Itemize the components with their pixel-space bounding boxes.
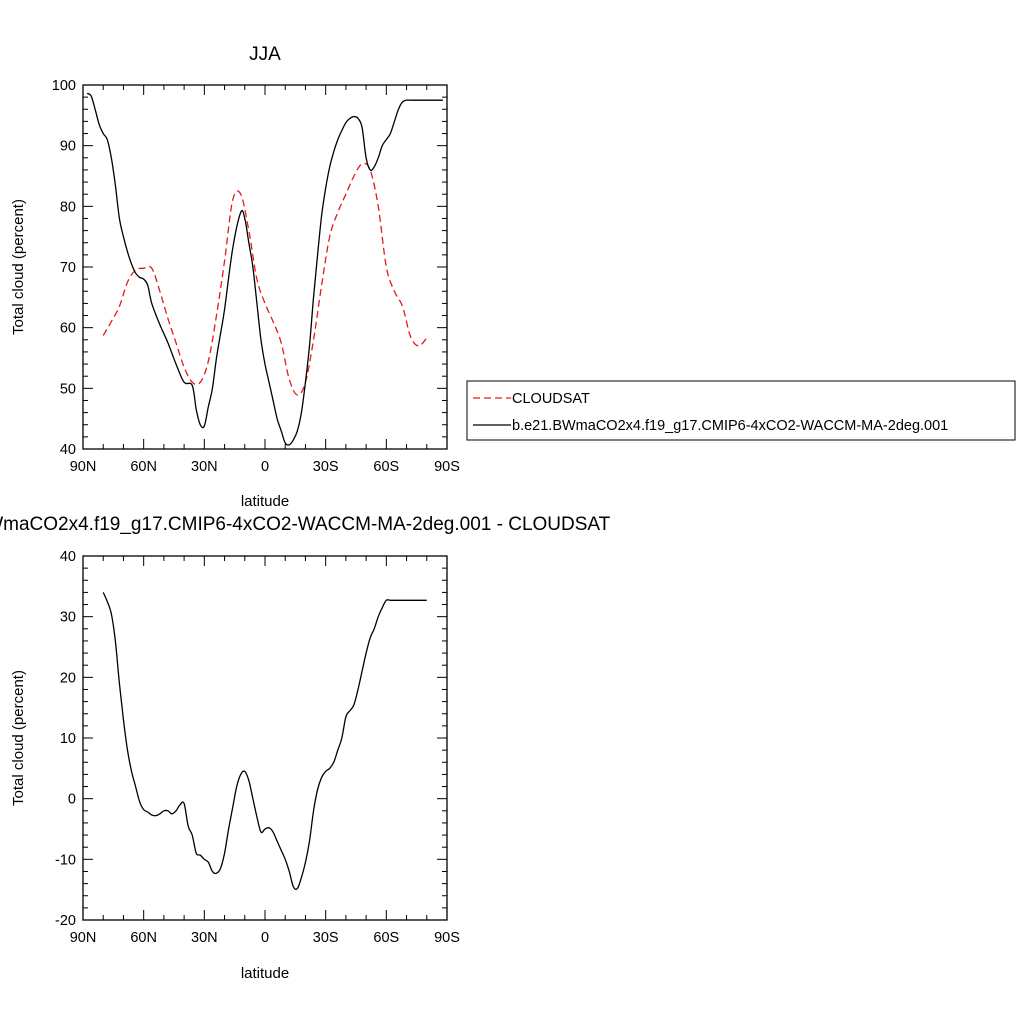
bottom-x-tick-label: 30N bbox=[191, 930, 218, 946]
top-x-tick-label: 60N bbox=[130, 459, 157, 475]
top-series-line-0 bbox=[102, 162, 428, 396]
bottom-series-group bbox=[102, 592, 427, 890]
top-y-tick-label: 40 bbox=[60, 442, 76, 458]
top-plot-frame bbox=[82, 84, 448, 450]
legend-frame bbox=[466, 380, 1016, 441]
top-x-axis-label: latitude bbox=[241, 493, 289, 510]
top-chart-title: JJA bbox=[249, 44, 281, 65]
legend-label-model: b.e21.BWmaCO2x4.f19_g17.CMIP6-4xCO2-WACC… bbox=[512, 418, 948, 434]
bottom-x-tick-label: 0 bbox=[261, 930, 269, 946]
top-x-tick-label: 30S bbox=[313, 459, 339, 475]
top-y-tick-label: 90 bbox=[60, 139, 76, 155]
bottom-x-tick-label: 60S bbox=[373, 930, 399, 946]
bottom-plot-frame bbox=[82, 555, 448, 921]
bottom-y-tick-label: 40 bbox=[60, 549, 76, 565]
bottom-x-tick-label: 30S bbox=[313, 930, 339, 946]
top-y-tick-label: 100 bbox=[52, 78, 76, 94]
top-x-tick-label: 90S bbox=[434, 459, 460, 475]
bottom-y-tick-label: 30 bbox=[60, 610, 76, 626]
bottom-x-tick-label: 90S bbox=[434, 930, 460, 946]
bottom-y-tick-label: 0 bbox=[68, 792, 76, 808]
bottom-series-line-0 bbox=[102, 592, 427, 890]
legend-label-cloudsat: CLOUDSAT bbox=[512, 391, 590, 407]
top-y-tick-label: 80 bbox=[60, 199, 76, 215]
bottom-chart-title: b.e21.BWmaCO2x4.f19_g17.CMIP6-4xCO2-WACC… bbox=[0, 514, 611, 535]
bottom-plot: b.e21.BWmaCO2x4.f19_g17.CMIP6-4xCO2-WACC… bbox=[0, 514, 611, 982]
bottom-y-tick-label: 10 bbox=[60, 731, 76, 747]
bottom-x-tick-label: 60N bbox=[130, 930, 157, 946]
bottom-y-axis-label: Total cloud (percent) bbox=[10, 670, 27, 806]
top-y-tick-label: 70 bbox=[60, 260, 76, 276]
top-plot: JJA 90N 60N 30N 0 30S 60S 90S 40 50 60 70 80 90 100 l… bbox=[10, 44, 460, 510]
top-y-tick-label: 50 bbox=[60, 381, 76, 397]
top-x-tick-label: 90N bbox=[70, 459, 97, 475]
bottom-y-tick-label: 20 bbox=[60, 670, 76, 686]
legend: CLOUDSAT b.e21.BWmaCO2x4.f19_g17.CMIP6-4… bbox=[466, 380, 1016, 441]
top-x-tick-label: 60S bbox=[373, 459, 399, 475]
top-x-tick-label: 0 bbox=[261, 459, 269, 475]
bottom-y-tick-label: -10 bbox=[55, 852, 76, 868]
top-axis-ticks: 90N 60N 30N 0 30S 60S 90S 40 50 60 70 80 90 100 bbox=[52, 78, 460, 475]
top-series-line-1 bbox=[86, 92, 443, 446]
top-y-axis-label: Total cloud (percent) bbox=[10, 199, 27, 335]
top-y-tick-label: 60 bbox=[60, 321, 76, 337]
bottom-x-tick-label: 90N bbox=[70, 930, 97, 946]
bottom-axis-ticks: 90N 60N 30N 0 30S 60S 90S -20 -10 0 10 20 30 40 bbox=[55, 549, 460, 946]
top-series-group bbox=[86, 92, 443, 446]
bottom-x-axis-label: latitude bbox=[241, 965, 289, 982]
bottom-y-tick-label: -20 bbox=[55, 913, 76, 929]
top-x-tick-label: 30N bbox=[191, 459, 218, 475]
